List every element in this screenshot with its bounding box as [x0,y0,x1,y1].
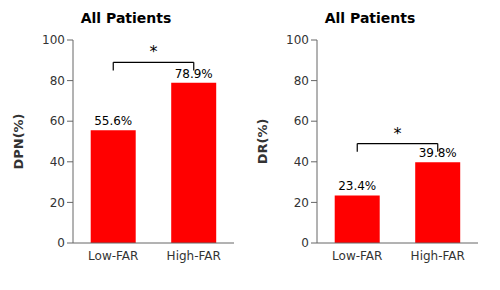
svg-text:100: 100 [286,33,309,47]
svg-text:23.4%: 23.4% [338,179,376,193]
svg-text:78.9%: 78.9% [175,67,213,81]
svg-text:60: 60 [50,114,65,128]
svg-text:40: 40 [50,155,65,169]
svg-text:80: 80 [50,74,65,88]
svg-text:*: * [394,124,402,143]
svg-text:0: 0 [301,236,309,250]
svg-text:20: 20 [294,196,309,210]
svg-text:High-FAR: High-FAR [167,249,221,263]
svg-text:High-FAR: High-FAR [411,249,465,263]
svg-text:DR(%): DR(%) [255,119,270,165]
svg-text:DPN(%): DPN(%) [11,113,26,169]
svg-text:40: 40 [294,155,309,169]
svg-text:0: 0 [57,236,65,250]
html-text:All Patients: All Patients [80,10,172,26]
svg-text:60: 60 [294,114,309,128]
svg-text:Low-FAR: Low-FAR [332,249,382,263]
svg-text:20: 20 [50,196,65,210]
svg-text:100: 100 [42,33,65,47]
svg-text:39.8%: 39.8% [419,146,457,160]
svg-text:Low-FAR: Low-FAR [88,249,138,263]
svg-text:*: * [150,42,158,61]
svg-text:80: 80 [294,74,309,88]
svg-text:55.6%: 55.6% [94,114,132,128]
html-text:All Patients: All Patients [324,10,416,26]
